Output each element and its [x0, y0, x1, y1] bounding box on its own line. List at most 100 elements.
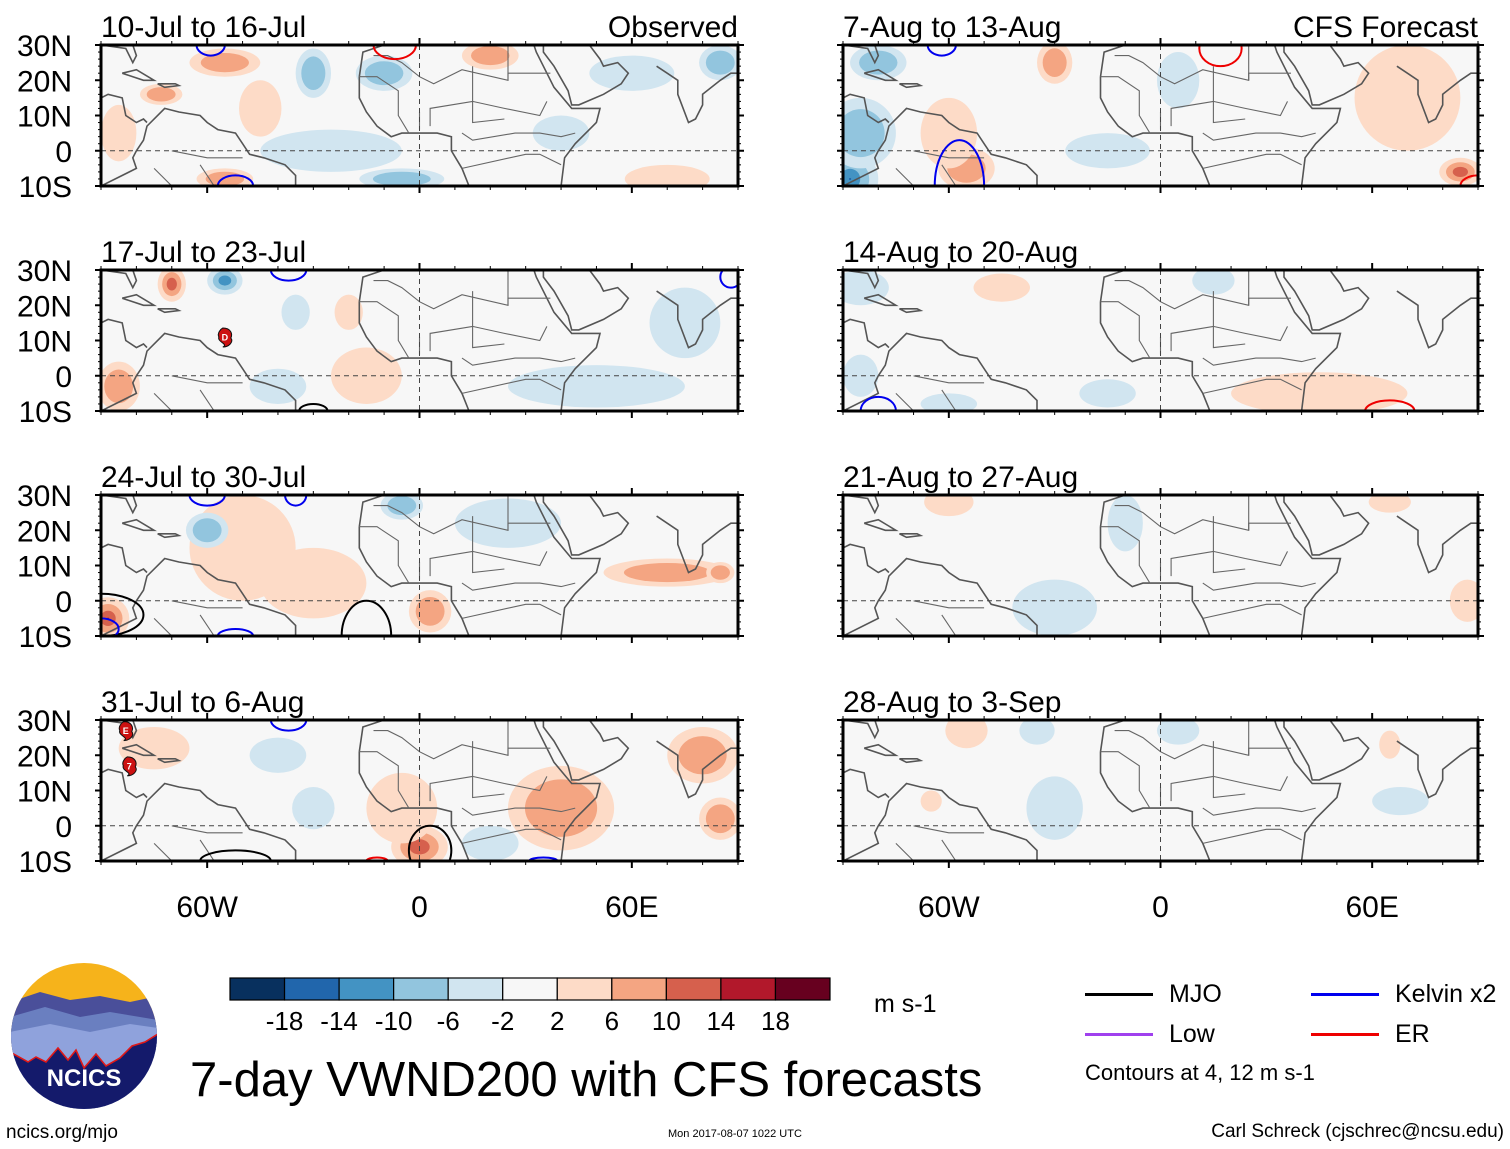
country-border: [472, 66, 505, 124]
panel-title: 7-Aug to 13-Aug: [843, 11, 1061, 44]
anomaly-shade: [334, 294, 363, 330]
coastline: [1283, 270, 1370, 331]
anomaly-shade: [843, 354, 879, 397]
country-border: [1202, 153, 1302, 169]
country-border: [461, 132, 576, 141]
contour-kelvin: [926, 45, 957, 57]
contours-note: Contours at 4, 12 m s-1: [1085, 1060, 1315, 1085]
legend-item-low: Low: [1085, 1020, 1215, 1049]
contour-kelvin: [216, 174, 255, 186]
anomaly-shade: [1192, 270, 1235, 295]
legend-swatch-mjo: [1085, 993, 1153, 996]
coastline: [157, 758, 182, 764]
coastline: [863, 293, 899, 307]
country-border: [507, 297, 551, 306]
country-border: [199, 389, 215, 411]
country-border: [461, 357, 576, 366]
country-border: [941, 389, 957, 411]
country-border: [913, 150, 985, 159]
colorbar-tick-label: 14: [706, 1006, 735, 1036]
country-border: [373, 720, 509, 760]
anomaly-shade: [192, 518, 222, 543]
country-border: [1100, 526, 1151, 584]
country-border: [429, 325, 548, 352]
country-border: [1248, 747, 1291, 756]
x-tick-label: 60E: [1345, 891, 1398, 924]
colorbar-swatch: [283, 977, 340, 1001]
legend-swatch-er: [1311, 1033, 1379, 1036]
country-border: [1114, 495, 1250, 535]
country-border: [1202, 378, 1302, 394]
country-border: [1170, 325, 1288, 352]
country-border: [472, 516, 505, 574]
anomaly-shade: [1019, 720, 1055, 745]
site-link[interactable]: ncics.org/mjo: [6, 1122, 118, 1143]
coastline: [1099, 45, 1342, 186]
anomaly-shade: [649, 287, 721, 359]
panel-title: 24-Jul to 30-Jul: [101, 461, 306, 494]
country-border: [1114, 720, 1250, 760]
anomaly-shade: [1452, 166, 1468, 177]
y-tick-label: 20N: [17, 515, 72, 548]
author-credit: Carl Schreck (cjschrec@ncsu.edu): [1211, 1121, 1504, 1142]
y-tick-label: 0: [55, 586, 72, 619]
ncics-logo-icon: NCICS: [11, 963, 157, 1109]
anomaly-shade: [1079, 379, 1136, 408]
coastline: [863, 518, 899, 532]
coastline: [157, 83, 182, 89]
anomaly-shade: [166, 277, 177, 291]
country-border: [153, 393, 173, 411]
timestamp: Mon 2017-08-07 1022 UTC: [668, 1128, 802, 1140]
contour-kelvin: [195, 45, 226, 57]
colorbar-tick-label: 18: [761, 1006, 790, 1036]
colorbar-tick-label: -2: [491, 1006, 514, 1036]
country-border: [153, 168, 173, 186]
coastline: [101, 270, 138, 290]
coastline: [843, 332, 1038, 411]
colorbar-swatch: [774, 977, 831, 1001]
storm-icon: 7: [122, 756, 137, 777]
coastline: [358, 45, 602, 186]
anomaly-shade: [249, 368, 307, 404]
country-border: [895, 168, 914, 186]
country-border: [1248, 297, 1291, 306]
anomaly-shade: [239, 80, 282, 137]
coastline: [101, 107, 297, 186]
y-tick-label: 30N: [17, 255, 72, 288]
country-border: [461, 603, 562, 619]
anomaly-shade: [1156, 52, 1200, 109]
y-tick-label: 20N: [17, 740, 72, 773]
colorbar-tick-label: -10: [375, 1006, 413, 1036]
anomaly-shade: [281, 294, 310, 330]
coastline: [157, 533, 182, 539]
contour-kelvin: [284, 495, 308, 507]
coastline: [542, 270, 630, 331]
anomaly-shade: [1012, 579, 1097, 636]
coastline: [157, 308, 182, 314]
x-tick-label: 0: [1152, 891, 1169, 924]
storm-label: D: [222, 332, 229, 342]
coastline: [656, 495, 738, 574]
country-border: [359, 301, 410, 359]
legend-label: ER: [1395, 1020, 1430, 1048]
colorbar-swatch: [556, 977, 613, 1001]
country-border: [461, 153, 562, 169]
y-tick-label: 10S: [19, 171, 72, 204]
coastline: [843, 45, 880, 65]
country-border: [1212, 291, 1246, 349]
colorbar-tick-label: -14: [320, 1006, 358, 1036]
country-border: [461, 807, 576, 816]
coastline: [1396, 720, 1478, 799]
coastline: [1283, 720, 1370, 781]
panel-content: [843, 495, 1478, 636]
country-border: [1202, 603, 1302, 619]
country-border: [913, 825, 985, 834]
coastline: [101, 768, 148, 799]
coastline: [1396, 270, 1478, 349]
legend-swatch-low: [1085, 1033, 1153, 1036]
country-border: [171, 375, 243, 384]
coastline: [1396, 45, 1478, 124]
colorbar-tick-label: 2: [550, 1006, 564, 1036]
anomaly-shade: [924, 495, 974, 517]
